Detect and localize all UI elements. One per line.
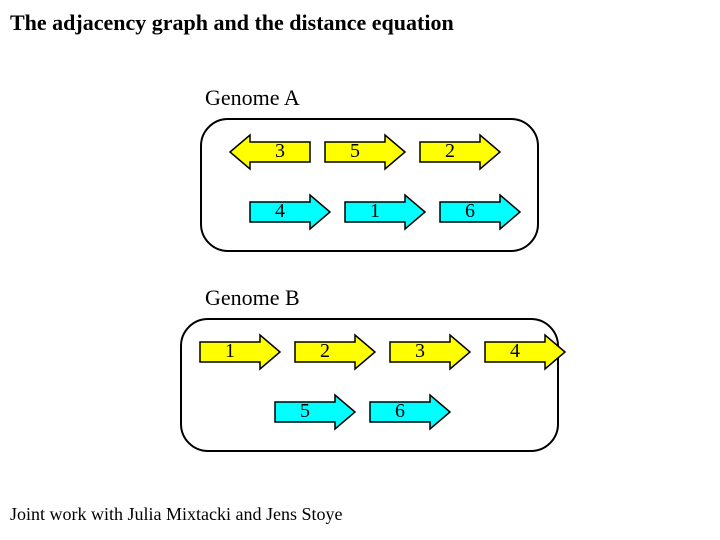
gene-arrow-label: 3 (400, 340, 440, 363)
gene-arrow-label: 3 (260, 140, 300, 163)
gene-arrow-label: 4 (495, 340, 535, 363)
gene-arrow-label: 2 (430, 140, 470, 163)
footer-text: Joint work with Julia Mixtacki and Jens … (10, 504, 342, 525)
gene-arrow-label: 6 (450, 200, 490, 223)
gene-arrow-label: 2 (305, 340, 345, 363)
gene-arrow-label: 1 (210, 340, 250, 363)
gene-arrow-label: 5 (335, 140, 375, 163)
genome-a-label: Genome A (205, 85, 300, 111)
gene-arrow-label: 5 (285, 400, 325, 423)
gene-arrow-label: 1 (355, 200, 395, 223)
genome-b-label: Genome B (205, 285, 300, 311)
gene-arrow-label: 6 (380, 400, 420, 423)
page-title: The adjacency graph and the distance equ… (10, 10, 454, 36)
gene-arrow-label: 4 (260, 200, 300, 223)
